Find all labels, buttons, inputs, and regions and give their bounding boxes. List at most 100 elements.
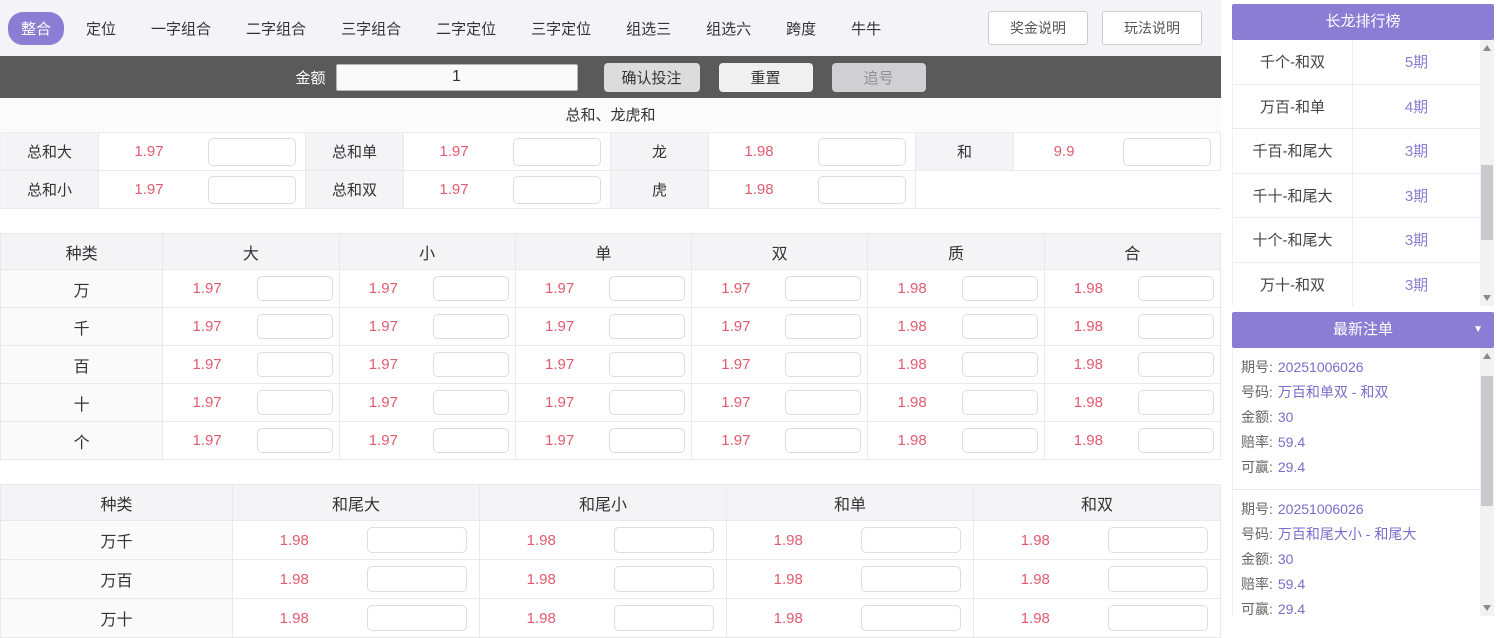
bet-amount-input[interactable] bbox=[256, 428, 333, 453]
bet-amount-input[interactable] bbox=[861, 605, 962, 631]
bet-amount-input[interactable] bbox=[432, 390, 509, 415]
bet-amount-input[interactable] bbox=[367, 527, 468, 553]
bet-amount-input[interactable] bbox=[1108, 605, 1209, 631]
rank-streak-count: 3期 bbox=[1404, 276, 1429, 294]
bet-amount-input[interactable] bbox=[208, 175, 296, 204]
bonus-help-button[interactable]: 奖金说明 bbox=[988, 11, 1088, 45]
bet-amount-input[interactable] bbox=[961, 428, 1038, 453]
bet-amount-input[interactable] bbox=[432, 352, 509, 377]
confirm-bet-button[interactable]: 确认投注 bbox=[603, 62, 700, 92]
bet-amount-input[interactable] bbox=[785, 390, 862, 415]
bet-amount-input[interactable] bbox=[961, 390, 1038, 415]
scroll-down-icon[interactable] bbox=[1480, 291, 1494, 306]
sidebar: 长龙排行榜 千个-和双 5期 万百-和单 4期 千百-和尾大 bbox=[1230, 0, 1498, 616]
nav-tab[interactable]: 整合 bbox=[8, 11, 65, 45]
bet-amount-input[interactable] bbox=[1138, 390, 1215, 415]
nav-tab[interactable]: 定位 bbox=[73, 12, 129, 45]
bet-amount-input[interactable] bbox=[367, 605, 468, 631]
bet-amount-input[interactable] bbox=[1138, 428, 1215, 453]
odds-value: 1.97 bbox=[691, 421, 780, 460]
bet-amount-input[interactable] bbox=[614, 527, 715, 553]
bet-amount-input[interactable] bbox=[256, 390, 333, 415]
play-help-button[interactable]: 玩法说明 bbox=[1102, 11, 1202, 45]
bet-amount-input[interactable] bbox=[785, 352, 862, 377]
bet-amount-input[interactable] bbox=[609, 390, 686, 415]
scroll-down-icon[interactable] bbox=[1480, 601, 1494, 616]
bet-amount-input[interactable] bbox=[1123, 137, 1211, 166]
bet-amount-input[interactable] bbox=[861, 527, 962, 553]
rank-name: 千百-和尾大 bbox=[1233, 129, 1353, 173]
table-row: 千 1.97 1.97 1.97 1.97 1.98 1.98 bbox=[0, 307, 1222, 346]
column-header: 和尾小 bbox=[479, 484, 728, 521]
nav-tab[interactable]: 跨度 bbox=[773, 12, 829, 45]
bet-amount-input[interactable] bbox=[609, 276, 686, 301]
nav-tab[interactable]: 牛牛 bbox=[838, 12, 894, 45]
nav-tabs: 整合 定位 一字组合 二字组合 三字组合 二字定位 三字定位 组选三 组选六 跨… bbox=[8, 11, 903, 45]
nav-tab[interactable]: 三字定位 bbox=[518, 12, 604, 45]
bet-amount-input[interactable] bbox=[818, 137, 906, 166]
nav-tab[interactable]: 组选六 bbox=[693, 12, 764, 45]
bet-amount-input[interactable] bbox=[367, 566, 468, 592]
bet-amount-input[interactable] bbox=[1108, 566, 1209, 592]
table-row: 个 1.97 1.97 1.97 1.97 1.98 1.98 bbox=[0, 421, 1222, 460]
bet-amount-input[interactable] bbox=[609, 352, 686, 377]
ranking-scrollbar[interactable] bbox=[1480, 40, 1494, 306]
scroll-up-icon[interactable] bbox=[1480, 348, 1494, 363]
odds-value: 1.97 bbox=[162, 345, 251, 384]
bet-amount-input[interactable] bbox=[256, 352, 333, 377]
bet-amount-input[interactable] bbox=[861, 566, 962, 592]
chevron-down-icon[interactable]: ▼ bbox=[1473, 324, 1483, 335]
nav-tab[interactable]: 组选三 bbox=[613, 12, 684, 45]
row-label: 万 bbox=[0, 269, 164, 308]
scroll-up-icon[interactable] bbox=[1480, 40, 1494, 55]
amount-input[interactable] bbox=[335, 63, 578, 91]
reset-button[interactable]: 重置 bbox=[718, 62, 813, 92]
nav-tab[interactable]: 一字组合 bbox=[138, 12, 224, 45]
nav-tab[interactable]: 三字组合 bbox=[328, 12, 414, 45]
bet-amount-input[interactable] bbox=[1138, 276, 1215, 301]
bet-amount-input[interactable] bbox=[513, 137, 601, 166]
nav-tab[interactable]: 二字组合 bbox=[233, 12, 319, 45]
bet-amount-input[interactable] bbox=[609, 314, 686, 339]
bet-amount-input[interactable] bbox=[961, 276, 1038, 301]
bet-amount-input[interactable] bbox=[1108, 527, 1209, 553]
odds-value: 1.98 bbox=[973, 598, 1097, 638]
scrollbar-thumb[interactable] bbox=[1481, 376, 1493, 506]
bet-amount-input[interactable] bbox=[785, 314, 862, 339]
odds-value: 1.97 bbox=[162, 269, 251, 308]
bet-input-cell bbox=[250, 269, 340, 308]
odds-value: 1.97 bbox=[515, 345, 604, 384]
bet-amount-input[interactable] bbox=[1138, 314, 1215, 339]
column-header: 种类 bbox=[0, 233, 164, 270]
section-title: 总和、龙虎和 bbox=[0, 98, 1221, 133]
nav-tab[interactable]: 二字定位 bbox=[423, 12, 509, 45]
bet-amount-input[interactable] bbox=[614, 605, 715, 631]
latest-bets-header: 最新注单 ▼ bbox=[1232, 312, 1494, 348]
bets-scrollbar[interactable] bbox=[1480, 348, 1494, 616]
sum-dragon-tiger-grid: 总和大 1.97 总和单 1.97 龙 1.98 和 9.9 总和小 1.97 … bbox=[0, 133, 1221, 209]
bet-amount-input[interactable] bbox=[256, 276, 333, 301]
odds-value: 1.97 bbox=[691, 345, 780, 384]
bet-amount-input[interactable] bbox=[614, 566, 715, 592]
bet-amount-input[interactable] bbox=[785, 276, 862, 301]
bet-amount-input[interactable] bbox=[609, 428, 686, 453]
bet-amount-input[interactable] bbox=[1138, 352, 1215, 377]
bet-input-cell bbox=[355, 520, 481, 560]
bet-input-cell bbox=[779, 269, 869, 308]
bet-amount-input[interactable] bbox=[432, 276, 509, 301]
chase-number-button[interactable]: 追号 bbox=[831, 62, 926, 92]
bet-input-cell bbox=[602, 598, 728, 638]
odds-value: 9.9 bbox=[1014, 133, 1114, 171]
bet-amount-input[interactable] bbox=[961, 352, 1038, 377]
bet-amount-input[interactable] bbox=[513, 175, 601, 204]
scrollbar-thumb[interactable] bbox=[1481, 165, 1493, 240]
bet-amount-input[interactable] bbox=[785, 428, 862, 453]
bet-amount-input[interactable] bbox=[256, 314, 333, 339]
bet-amount-input[interactable] bbox=[432, 428, 509, 453]
bet-amount-input[interactable] bbox=[961, 314, 1038, 339]
column-header: 小 bbox=[338, 233, 516, 270]
bet-amount-input[interactable] bbox=[818, 175, 906, 204]
bet-issue-label: 期号: bbox=[1241, 501, 1273, 517]
bet-amount-input[interactable] bbox=[432, 314, 509, 339]
bet-amount-input[interactable] bbox=[208, 137, 296, 166]
